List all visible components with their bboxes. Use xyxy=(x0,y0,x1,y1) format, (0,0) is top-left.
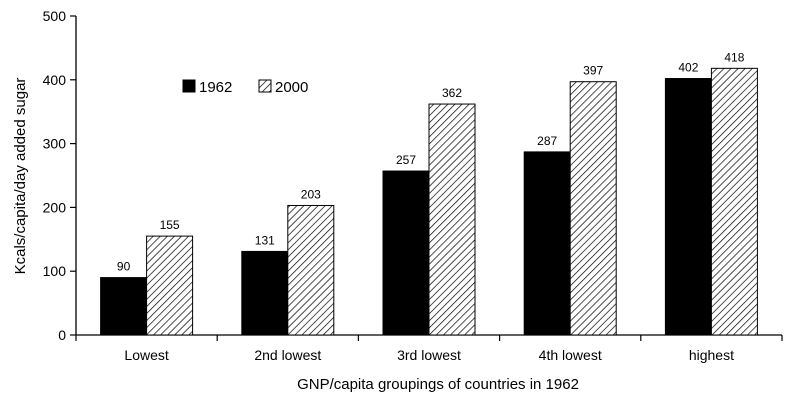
y-tick-label: 500 xyxy=(43,8,67,24)
x-tick-label: highest xyxy=(689,347,734,363)
legend-swatch-2000 xyxy=(258,79,272,93)
bar-1962 xyxy=(382,170,430,336)
legend-label: 2000 xyxy=(275,79,308,96)
data-labels: 90 155 131 203 257 362 287 397 402 418 xyxy=(117,50,745,273)
bar-1962 xyxy=(241,250,289,336)
x-tick-label: 2nd lowest xyxy=(254,347,321,363)
value-label: 402 xyxy=(678,61,698,75)
legend-swatch-1962 xyxy=(182,79,196,93)
x-tick-label: 3rd lowest xyxy=(397,347,461,363)
bar-2000 xyxy=(287,204,335,336)
y-tick-label: 100 xyxy=(43,263,67,279)
y-axis: 0 100 200 300 400 500 xyxy=(43,8,77,343)
value-label: 131 xyxy=(255,233,275,247)
y-tick-label: 300 xyxy=(43,136,67,152)
x-axis-title: GNP/capita groupings of countries in 196… xyxy=(297,376,579,393)
bars xyxy=(100,67,758,336)
legend-label: 1962 xyxy=(199,79,232,96)
value-label: 397 xyxy=(583,64,603,78)
value-label: 287 xyxy=(537,134,557,148)
bar-2000 xyxy=(428,103,476,336)
bar-2000 xyxy=(710,67,758,336)
y-tick-label: 200 xyxy=(43,199,67,215)
x-axis: Lowest 2nd lowest 3rd lowest 4th lowest high… xyxy=(75,334,783,363)
value-label: 418 xyxy=(724,50,744,64)
y-axis-title: Kcals/capita/day added sugar xyxy=(12,78,29,275)
value-label: 203 xyxy=(301,187,321,201)
bar-1962 xyxy=(523,151,571,336)
bar-1962 xyxy=(664,78,712,336)
bar-2000 xyxy=(569,81,617,336)
x-tick-label: 4th lowest xyxy=(539,347,602,363)
legend: 1962 2000 xyxy=(182,79,308,96)
value-label: 90 xyxy=(117,260,131,274)
value-label: 362 xyxy=(442,86,462,100)
value-label: 257 xyxy=(396,153,416,167)
y-tick-label: 400 xyxy=(43,72,67,88)
x-tick-label: Lowest xyxy=(124,347,168,363)
y-tick-label: 0 xyxy=(58,327,66,343)
bar-2000 xyxy=(146,235,194,336)
bar-1962 xyxy=(100,277,148,336)
value-label: 155 xyxy=(160,218,180,232)
